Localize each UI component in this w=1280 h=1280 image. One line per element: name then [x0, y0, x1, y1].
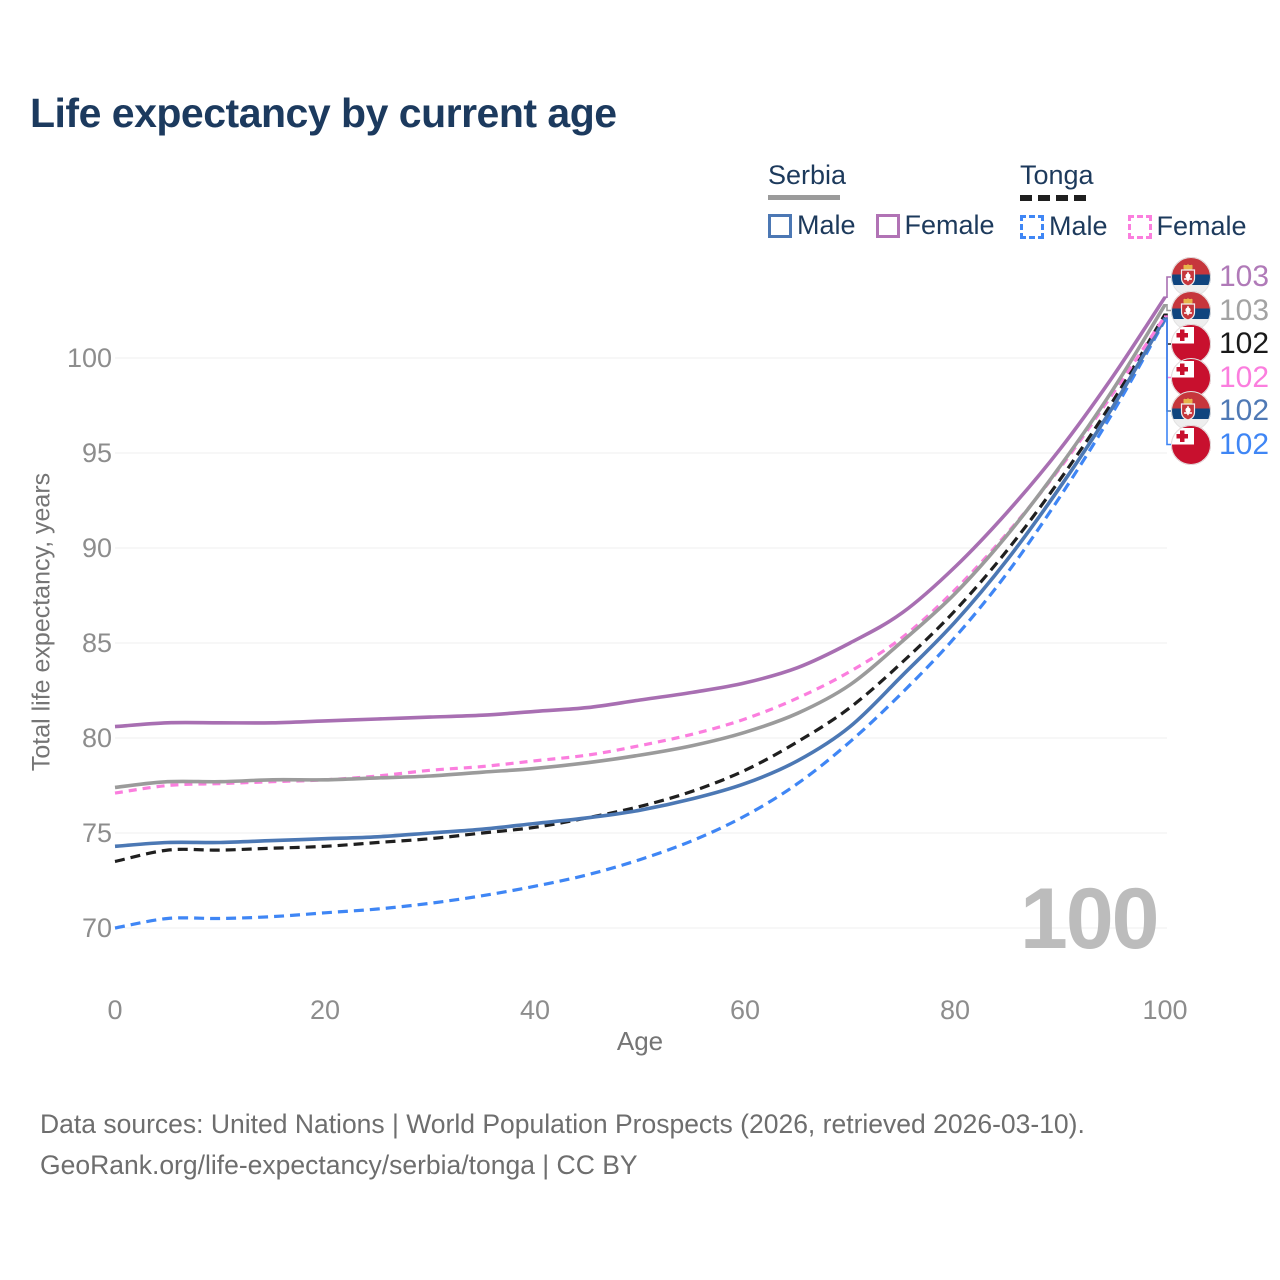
end-label-value: 102: [1219, 327, 1270, 360]
x-tick-label: 0: [107, 995, 122, 1025]
end-label-value: 102: [1219, 427, 1270, 461]
x-axis-title: Age: [616, 1026, 664, 1056]
legend-item-tonga-female[interactable]: Female: [1127, 211, 1247, 242]
tonga-male-leader-line: [1164, 319, 1173, 446]
legend-item-serbia-male[interactable]: Male: [768, 210, 856, 241]
serbia-male-line: [114, 317, 1167, 849]
end-label-value: 102: [1219, 360, 1270, 394]
y-tick-label: 95: [82, 438, 112, 468]
tonga-flag-icon: [1171, 425, 1211, 465]
x-tick-label: 40: [520, 995, 550, 1025]
y-tick-label: 85: [82, 628, 112, 658]
end-label-value: 102: [1219, 394, 1270, 427]
footer-attribution: GeoRank.org/life-expectancy/serbia/tonga…: [40, 1150, 638, 1180]
end-label-value: 103: [1219, 293, 1270, 327]
y-tick-label: 80: [82, 723, 112, 753]
footer-sources: Data sources: United Nations | World Pop…: [40, 1109, 1085, 1139]
serbia-female-leader-line: [1164, 276, 1173, 298]
x-tick-label: 100: [1142, 995, 1187, 1025]
legend-serbia-line-sample: [768, 195, 840, 200]
tonga-female-swatch-icon: [1127, 214, 1152, 239]
y-tick-label: 70: [82, 913, 112, 943]
serbia-total-leader-line: [1164, 304, 1173, 312]
legend-tonga-line-sample: [1020, 195, 1086, 201]
age-watermark: 100: [1020, 871, 1159, 967]
end-label-tonga-female: 102: [1171, 358, 1269, 398]
x-tick-label: 80: [940, 995, 970, 1025]
serbia-female-line: [114, 296, 1167, 729]
y-axis-title: Total life expectancy, years: [27, 472, 56, 772]
legend-item-label: Male: [797, 210, 856, 240]
tonga-male-swatch-icon: [1020, 214, 1044, 239]
end-label-serbia-male: 102: [1171, 391, 1269, 431]
legend-item-serbia-female[interactable]: Female: [875, 210, 995, 241]
tonga-male-line: [114, 319, 1167, 930]
legend-item-label: Female: [1156, 211, 1247, 241]
line-chart: 70 75 80 85 90 95 100 0 20 40 60 80 100: [67, 276, 1188, 1025]
serbia-male-swatch-icon: [768, 213, 792, 238]
legend-group-serbia: Serbia Male Female: [768, 160, 995, 241]
end-label-tonga-male: 102: [1171, 425, 1269, 465]
legend-serbia-label: Serbia: [768, 160, 847, 190]
footer: Data sources: United Nations | World Pop…: [40, 1104, 1085, 1186]
end-label-tonga-total: 102: [1171, 324, 1269, 364]
serbia-female-swatch-icon: [875, 213, 900, 238]
legend-group-tonga: Tonga Male Female: [1020, 160, 1247, 242]
x-tick-label: 60: [730, 995, 760, 1025]
legend-item-tonga-male[interactable]: Male: [1020, 211, 1108, 242]
legend-tonga-label: Tonga: [1020, 160, 1094, 190]
end-label-value: 103: [1219, 260, 1270, 293]
legend-item-label: Female: [904, 210, 995, 240]
x-tick-label: 20: [310, 995, 340, 1025]
y-tick-label: 75: [82, 818, 112, 848]
y-tick-label: 90: [82, 533, 112, 563]
y-tick-label: 100: [67, 343, 112, 373]
legend-item-label: Male: [1049, 211, 1108, 241]
serbia-total-line: [114, 303, 1167, 790]
page-title: Life expectancy by current age: [30, 90, 617, 136]
tonga-total-line: [114, 313, 1167, 864]
end-label-serbia-female: 103: [1171, 257, 1269, 297]
end-label-serbia-total: 103: [1171, 291, 1269, 331]
